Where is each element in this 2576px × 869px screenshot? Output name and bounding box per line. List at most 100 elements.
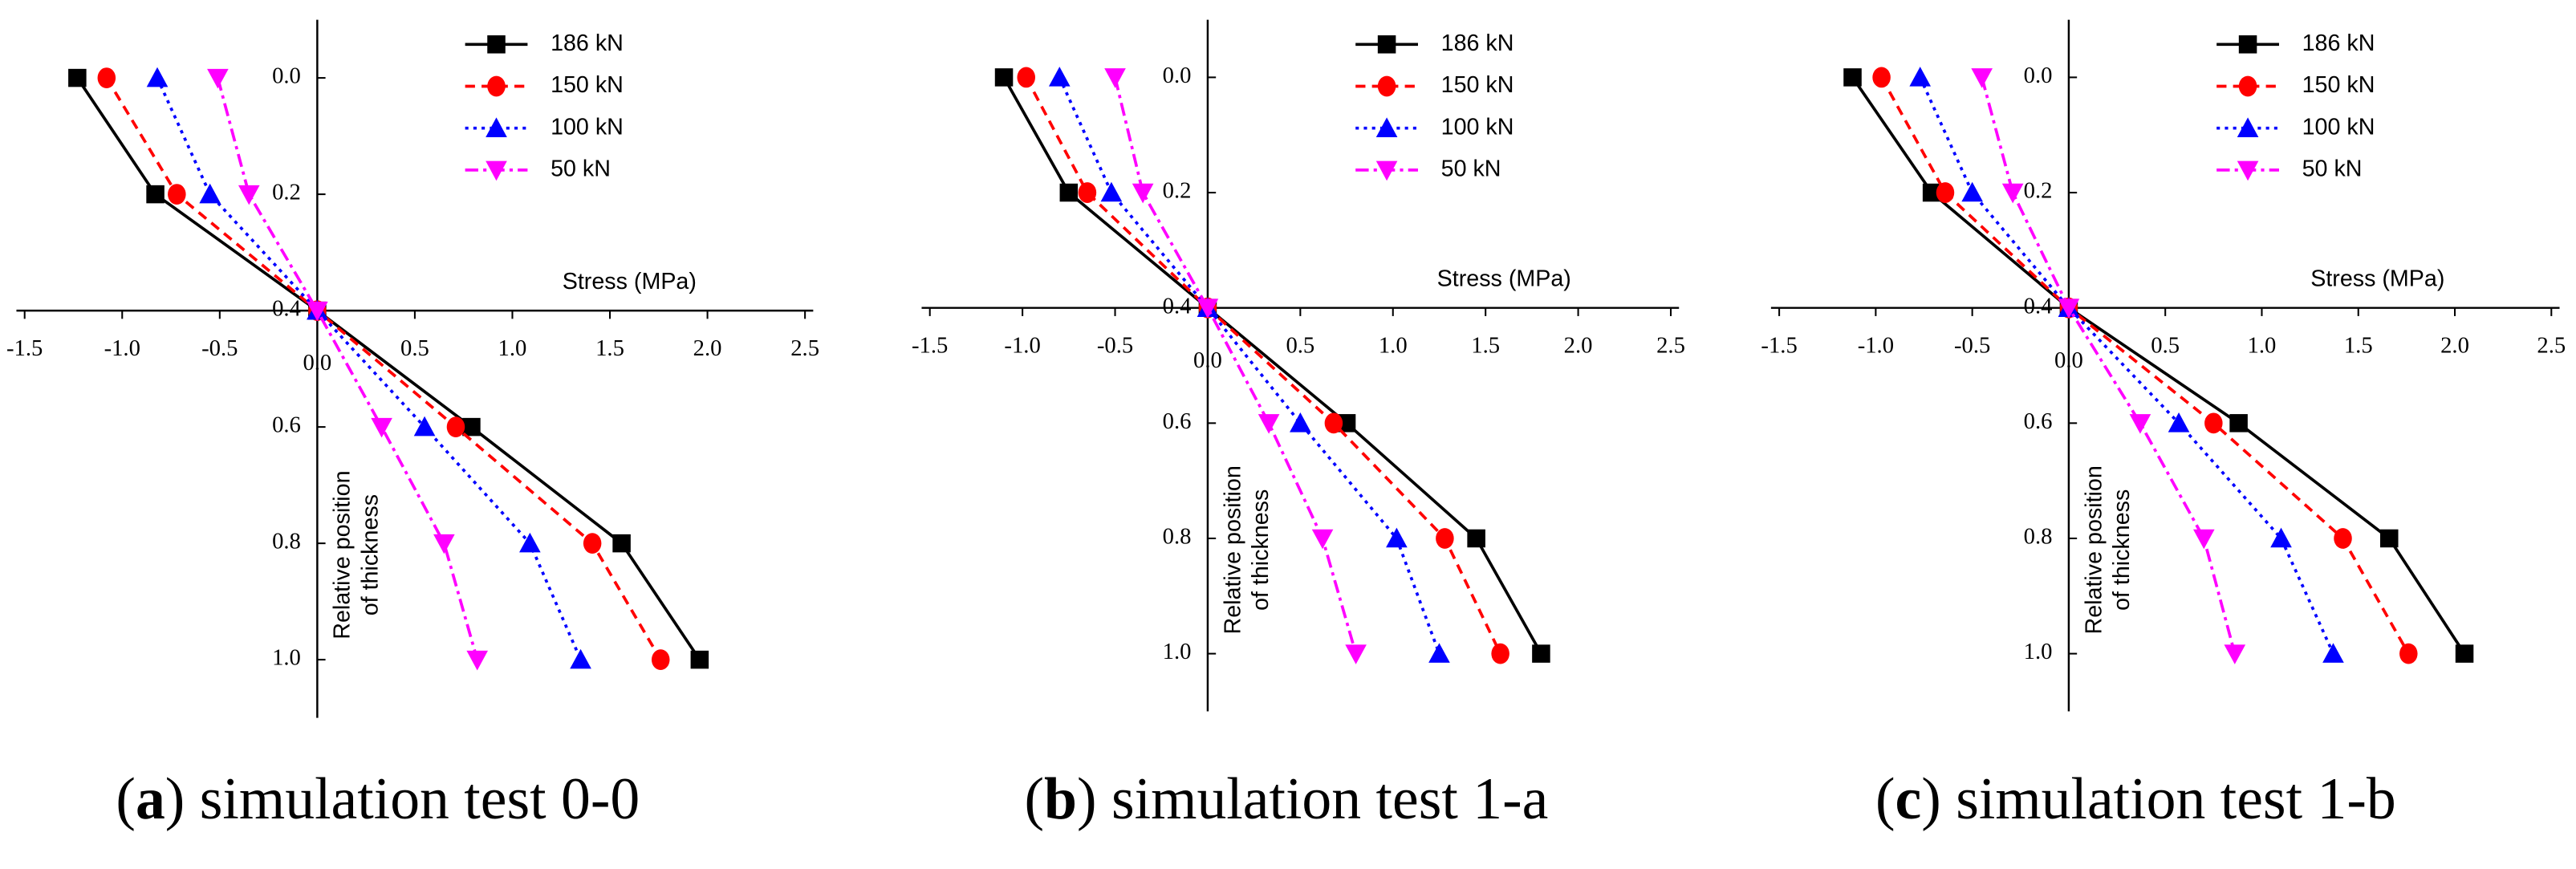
legend-label: 186 kN — [1441, 30, 1514, 56]
marker — [1324, 412, 1343, 434]
legend-label: 50 kN — [551, 156, 611, 181]
series-line — [1002, 76, 1543, 655]
y-axis-label: Relative position of thickness — [330, 470, 384, 639]
legend-label: 100 kN — [551, 114, 624, 140]
series-line — [216, 77, 479, 660]
marker — [1532, 644, 1550, 663]
marker — [2455, 644, 2474, 663]
marker — [2001, 183, 2024, 204]
y-axis-label-line: of thickness — [357, 494, 383, 615]
y-tick-label: 0.8 — [1163, 524, 1192, 550]
caption-part: ( — [1875, 765, 1895, 831]
marker — [583, 533, 602, 554]
caption-part: ) simulation test 1-a — [1077, 765, 1548, 831]
y-tick-label: 1.0 — [1163, 639, 1192, 664]
marker — [1345, 644, 1367, 664]
y-tick-label: 0.8 — [2024, 524, 2053, 550]
y-tick-label: 0.2 — [1163, 178, 1192, 204]
x-tick-label: 0.0 — [1193, 347, 1222, 373]
legend-label: 150 kN — [2302, 72, 2375, 98]
marker — [2229, 414, 2248, 432]
marker — [2129, 414, 2151, 434]
caption-part: c — [1895, 765, 1922, 831]
marker — [2193, 529, 2215, 550]
legend-label: 50 kN — [1441, 156, 1501, 181]
legend-label: 150 kN — [551, 72, 624, 98]
marker — [1337, 414, 1356, 432]
legend-label: 100 kN — [2302, 114, 2375, 140]
legend-marker — [2238, 75, 2257, 97]
marker — [1971, 68, 1993, 88]
y-tick-label: 0.8 — [272, 529, 301, 554]
marker — [612, 534, 631, 553]
x-tick-label: 0.5 — [400, 335, 429, 361]
marker — [413, 416, 436, 437]
legend-marker — [1377, 35, 1396, 54]
y-tick-label: 0.6 — [2024, 408, 2053, 434]
y-axis-label: Relative position of thickness — [1220, 465, 1274, 634]
legend-label: 100 kN — [1441, 114, 1514, 140]
marker — [371, 417, 392, 438]
marker — [1100, 181, 1123, 202]
x-tick-label: 2.5 — [1656, 332, 1685, 358]
caption: (c) simulation test 1-b — [1875, 765, 2396, 831]
panel: -1.5 -1.0 -0.5 0.0 0.5 1.0 1.5 2.0 2.5 0.0 0.2 0.4 0… — [1761, 19, 2566, 831]
caption-part: ) simulation test 0-0 — [165, 765, 640, 831]
y-axis-label-line: Relative position — [330, 470, 356, 639]
legend-marker — [1375, 160, 1398, 181]
marker — [1132, 183, 1154, 204]
legend-marker — [1375, 117, 1398, 137]
marker — [1922, 183, 1941, 202]
marker — [1843, 68, 1862, 87]
y-tick-label: 1.0 — [272, 645, 301, 671]
x-tick-label: -1.5 — [912, 332, 948, 358]
caption-part: ( — [116, 765, 136, 831]
y-tick-label: 0.0 — [272, 63, 301, 89]
x-tick-label: -0.5 — [201, 335, 238, 361]
marker — [2322, 643, 2344, 663]
caption: (b) simulation test 1-a — [1025, 765, 1549, 831]
marker — [2204, 412, 2223, 434]
series-line — [1113, 76, 1358, 655]
marker — [2270, 527, 2292, 548]
marker — [994, 68, 1014, 87]
caption-part: b — [1044, 765, 1077, 831]
marker — [1491, 643, 1509, 664]
marker — [1258, 414, 1280, 434]
y-tick-label: 0.0 — [1163, 63, 1192, 88]
marker — [146, 67, 169, 87]
x-tick-label: 2.5 — [790, 335, 819, 361]
marker — [1909, 67, 1932, 87]
legend-marker — [1377, 75, 1396, 97]
legend-label: 150 kN — [1441, 72, 1514, 98]
marker — [1961, 181, 1983, 202]
marker — [2334, 528, 2352, 549]
x-tick-label: 2.5 — [2537, 332, 2566, 358]
y-axis-label-line: of thickness — [2109, 489, 2135, 611]
y-axis-label-line: of thickness — [1248, 489, 1274, 611]
marker — [1436, 528, 1454, 549]
y-axis-label-line: Relative position — [2081, 465, 2107, 634]
x-axis-label: Stress (MPa) — [563, 269, 697, 294]
marker — [466, 650, 489, 671]
legend-marker — [2238, 35, 2257, 54]
marker — [1059, 183, 1079, 202]
x-tick-label: 2.0 — [1564, 332, 1593, 358]
caption-part: a — [136, 765, 165, 831]
y-tick-label: 1.0 — [2024, 639, 2053, 664]
x-axis-label: Stress (MPa) — [2310, 266, 2444, 291]
marker — [207, 68, 229, 89]
x-tick-label: 0.5 — [1286, 332, 1314, 358]
panel: -1.5 -1.0 -0.5 0.0 0.5 1.0 1.5 2.0 2.5 0.0 0.2 0.4 0… — [6, 19, 819, 831]
marker — [1017, 67, 1035, 88]
marker — [462, 417, 481, 437]
legend-label: 50 kN — [2302, 156, 2363, 181]
caption: (a) simulation test 0-0 — [116, 765, 640, 831]
marker — [1936, 182, 1955, 203]
x-tick-label: 0.0 — [2054, 347, 2083, 373]
legend-marker — [2237, 117, 2259, 137]
y-axis-label: Relative position of thickness — [2081, 465, 2135, 634]
y-tick-label: 0.4 — [1163, 293, 1192, 319]
marker — [690, 650, 709, 669]
